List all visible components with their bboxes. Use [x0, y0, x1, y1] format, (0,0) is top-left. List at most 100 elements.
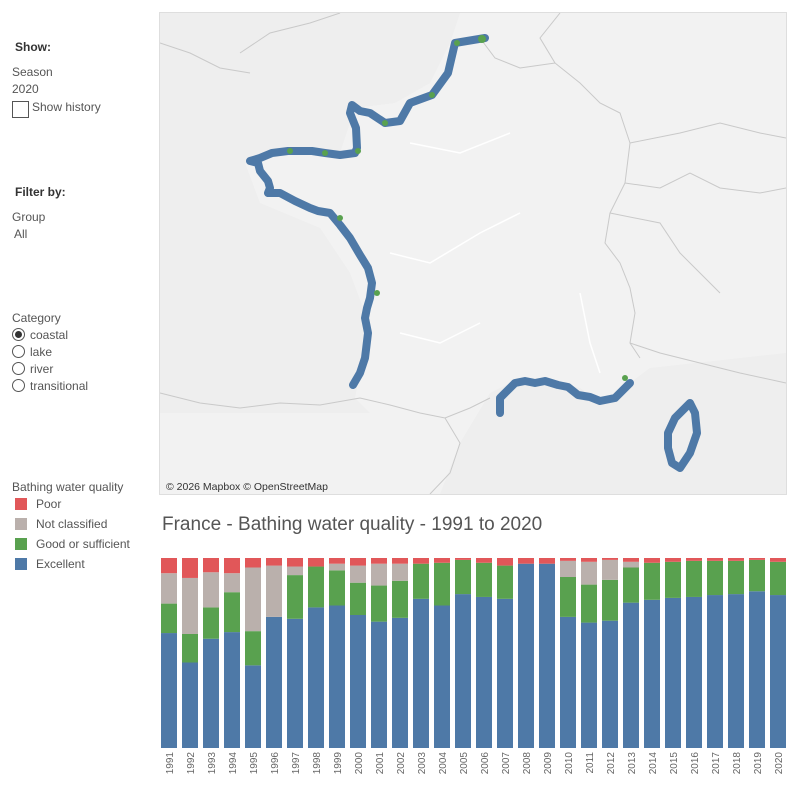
- bar-segment-poor-2020[interactable]: [770, 558, 786, 562]
- bar-segment-good-or-sufficient-2012[interactable]: [602, 579, 618, 621]
- bar-segment-good-or-sufficient-2016[interactable]: [686, 560, 702, 597]
- bar-segment-poor-1994[interactable]: [224, 558, 240, 574]
- bar-segment-poor-2013[interactable]: [623, 558, 639, 562]
- bar-segment-poor-2017[interactable]: [707, 558, 723, 561]
- bar-segment-poor-2005[interactable]: [455, 558, 471, 560]
- bar-segment-excellent-2007[interactable]: [497, 598, 513, 748]
- bar-segment-excellent-2006[interactable]: [476, 596, 492, 748]
- bar-segment-good-or-sufficient-2019[interactable]: [749, 559, 765, 592]
- bar-segment-excellent-2000[interactable]: [350, 615, 366, 748]
- bar-segment-poor-2001[interactable]: [371, 558, 387, 564]
- bar-segment-not-classified-1997[interactable]: [287, 566, 303, 576]
- bar-segment-excellent-1993[interactable]: [203, 638, 219, 748]
- bar-segment-good-or-sufficient-2003[interactable]: [413, 563, 429, 599]
- bar-segment-good-or-sufficient-2007[interactable]: [497, 565, 513, 599]
- bar-segment-excellent-2003[interactable]: [413, 598, 429, 748]
- bar-segment-poor-2007[interactable]: [497, 558, 513, 566]
- bar-segment-excellent-2018[interactable]: [728, 594, 744, 748]
- bar-segment-poor-2015[interactable]: [665, 558, 681, 562]
- radio-icon[interactable]: [12, 362, 25, 375]
- bar-segment-poor-1993[interactable]: [203, 558, 219, 573]
- bar-segment-excellent-2002[interactable]: [392, 617, 408, 748]
- bar-segment-good-or-sufficient-1993[interactable]: [203, 607, 219, 639]
- bar-segment-poor-1995[interactable]: [245, 558, 261, 568]
- bar-segment-not-classified-2010[interactable]: [560, 560, 576, 577]
- bar-segment-poor-1998[interactable]: [308, 558, 324, 567]
- show-history-toggle[interactable]: Show history: [12, 100, 101, 118]
- bar-segment-good-or-sufficient-2011[interactable]: [581, 584, 597, 623]
- bar-segment-excellent-1991[interactable]: [161, 633, 177, 748]
- legend-item-good-or-sufficient[interactable]: Good or sufficient: [15, 534, 130, 554]
- bar-segment-not-classified-2013[interactable]: [623, 561, 639, 568]
- bar-segment-excellent-1998[interactable]: [308, 607, 324, 748]
- bar-segment-good-or-sufficient-1995[interactable]: [245, 631, 261, 666]
- bar-segment-good-or-sufficient-1991[interactable]: [161, 603, 177, 634]
- radio-icon[interactable]: [12, 379, 25, 392]
- bar-segment-not-classified-1995[interactable]: [245, 567, 261, 632]
- bar-segment-excellent-2001[interactable]: [371, 621, 387, 748]
- bar-segment-good-or-sufficient-1994[interactable]: [224, 592, 240, 633]
- bar-segment-good-or-sufficient-1997[interactable]: [287, 575, 303, 619]
- bar-segment-not-classified-2011[interactable]: [581, 561, 597, 585]
- bar-segment-poor-2012[interactable]: [602, 558, 618, 560]
- bar-segment-good-or-sufficient-2014[interactable]: [644, 562, 660, 600]
- bar-segment-not-classified-2000[interactable]: [350, 565, 366, 583]
- radio-icon[interactable]: [12, 345, 25, 358]
- legend-item-poor[interactable]: Poor: [15, 494, 130, 514]
- category-option-river[interactable]: river: [12, 360, 88, 377]
- bar-segment-excellent-2020[interactable]: [770, 595, 786, 748]
- legend-item-not-classified[interactable]: Not classified: [15, 514, 130, 534]
- bar-segment-poor-2000[interactable]: [350, 558, 366, 566]
- bar-segment-excellent-2014[interactable]: [644, 599, 660, 748]
- bar-segment-poor-2010[interactable]: [560, 558, 576, 561]
- category-option-transitional[interactable]: transitional: [12, 377, 88, 394]
- bathing-water-map[interactable]: © 2026 Mapbox © OpenStreetMap: [159, 12, 787, 495]
- bar-segment-poor-1991[interactable]: [161, 558, 177, 574]
- bar-segment-poor-1996[interactable]: [266, 558, 282, 566]
- season-value[interactable]: 2020: [12, 82, 39, 96]
- bar-segment-excellent-2008[interactable]: [518, 563, 534, 748]
- bar-segment-good-or-sufficient-1992[interactable]: [182, 634, 198, 663]
- bar-segment-poor-2011[interactable]: [581, 558, 597, 562]
- bar-segment-good-or-sufficient-2010[interactable]: [560, 577, 576, 617]
- bar-segment-excellent-2012[interactable]: [602, 620, 618, 748]
- bar-segment-poor-1997[interactable]: [287, 558, 303, 567]
- bar-segment-good-or-sufficient-2017[interactable]: [707, 560, 723, 596]
- bar-segment-poor-2003[interactable]: [413, 558, 429, 564]
- bar-segment-excellent-2009[interactable]: [539, 563, 555, 748]
- bar-segment-excellent-2010[interactable]: [560, 616, 576, 748]
- bar-segment-not-classified-2001[interactable]: [371, 563, 387, 586]
- bar-segment-excellent-1995[interactable]: [245, 665, 261, 748]
- bar-segment-not-classified-1994[interactable]: [224, 573, 240, 593]
- bar-segment-good-or-sufficient-1999[interactable]: [329, 570, 345, 606]
- map-canvas[interactable]: © 2026 Mapbox © OpenStreetMap: [160, 13, 786, 494]
- category-option-coastal[interactable]: coastal: [12, 326, 88, 343]
- bar-segment-good-or-sufficient-2020[interactable]: [770, 561, 786, 596]
- bar-segment-poor-2004[interactable]: [434, 558, 450, 563]
- bar-segment-not-classified-1999[interactable]: [329, 563, 345, 571]
- bar-segment-good-or-sufficient-2013[interactable]: [623, 567, 639, 603]
- bar-segment-excellent-1992[interactable]: [182, 662, 198, 749]
- bar-segment-good-or-sufficient-2001[interactable]: [371, 585, 387, 622]
- bar-segment-excellent-2011[interactable]: [581, 622, 597, 748]
- bar-segment-excellent-1999[interactable]: [329, 605, 345, 749]
- bar-segment-good-or-sufficient-2015[interactable]: [665, 561, 681, 598]
- bar-segment-poor-2008[interactable]: [518, 558, 534, 564]
- bar-segment-good-or-sufficient-2005[interactable]: [455, 559, 471, 595]
- bar-segment-good-or-sufficient-2006[interactable]: [476, 562, 492, 597]
- bar-segment-excellent-2015[interactable]: [665, 597, 681, 748]
- bar-segment-poor-2018[interactable]: [728, 558, 744, 561]
- bar-segment-poor-2014[interactable]: [644, 558, 660, 563]
- category-option-lake[interactable]: lake: [12, 343, 88, 360]
- bar-segment-not-classified-2002[interactable]: [392, 563, 408, 581]
- bar-segment-not-classified-1993[interactable]: [203, 572, 219, 608]
- bar-segment-good-or-sufficient-2018[interactable]: [728, 560, 744, 595]
- bar-segment-poor-1999[interactable]: [329, 558, 345, 564]
- bar-segment-good-or-sufficient-2004[interactable]: [434, 562, 450, 606]
- bar-segment-poor-1992[interactable]: [182, 558, 198, 578]
- bar-segment-not-classified-1991[interactable]: [161, 573, 177, 604]
- bar-segment-poor-2006[interactable]: [476, 558, 492, 563]
- bar-segment-poor-2016[interactable]: [686, 558, 702, 561]
- bar-segment-not-classified-1992[interactable]: [182, 577, 198, 634]
- show-history-checkbox[interactable]: [12, 101, 29, 118]
